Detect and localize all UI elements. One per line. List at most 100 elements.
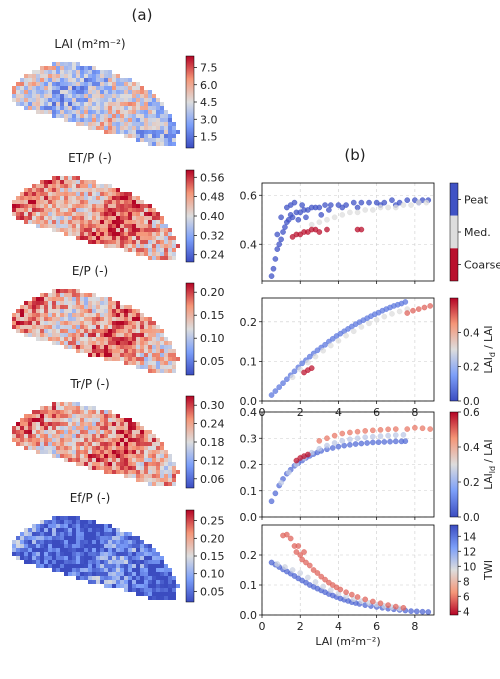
- map-cell: [120, 422, 124, 426]
- map-cell: [52, 341, 56, 345]
- map-cell: [92, 520, 96, 524]
- map-cell: [140, 333, 144, 337]
- colorbar-tick-label: 0.40: [200, 210, 225, 223]
- map-cell: [32, 560, 36, 564]
- map-cell: [32, 422, 36, 426]
- map-cell: [92, 564, 96, 568]
- map-cell: [88, 345, 92, 349]
- map-cell: [112, 313, 116, 317]
- map-cell: [68, 114, 72, 118]
- map-cell: [100, 576, 104, 580]
- map-cell: [44, 180, 48, 184]
- map-cell: [112, 98, 116, 102]
- map-cell: [68, 540, 72, 544]
- map-cell: [116, 98, 120, 102]
- map-cell: [92, 422, 96, 426]
- map-cell: [20, 325, 24, 329]
- map-cell: [128, 341, 132, 345]
- map-cell: [156, 130, 160, 134]
- map-cell: [84, 94, 88, 98]
- data-point: [366, 199, 372, 206]
- map-cell: [32, 200, 36, 204]
- map-cell: [44, 406, 48, 410]
- map-cell: [156, 142, 160, 146]
- map-cell: [72, 544, 76, 548]
- map-cell: [36, 337, 40, 341]
- map-cell: [24, 313, 28, 317]
- map-cell: [100, 556, 104, 560]
- map-cell: [128, 232, 132, 236]
- data-point: [362, 207, 369, 213]
- map-cell: [144, 478, 148, 482]
- map-cell: [136, 114, 140, 118]
- map-cell: [140, 102, 144, 106]
- map-cell: [172, 470, 176, 474]
- map-cell: [28, 548, 32, 552]
- map-cell: [40, 216, 44, 220]
- map-cell: [64, 232, 68, 236]
- map-cell: [56, 216, 60, 220]
- map-cell: [60, 62, 64, 66]
- map-cell: [112, 556, 116, 560]
- map-cell: [68, 301, 72, 305]
- colorbar-tick-label: 0.05: [200, 355, 225, 368]
- map-cell: [32, 313, 36, 317]
- map-cell: [12, 200, 16, 204]
- map-cell: [72, 216, 76, 220]
- map-cell: [168, 584, 172, 588]
- map-cell: [40, 540, 44, 544]
- map-cell: [40, 212, 44, 216]
- map-cell: [20, 438, 24, 442]
- map-cell: [172, 240, 176, 244]
- map-cell: [24, 74, 28, 78]
- data-point: [339, 212, 346, 218]
- map-cell: [144, 353, 148, 357]
- map-cell: [136, 446, 140, 450]
- map-cell: [124, 204, 128, 208]
- map-cell: [144, 560, 148, 564]
- map-cell: [104, 224, 108, 228]
- map-cell: [72, 293, 76, 297]
- map-cell: [72, 224, 76, 228]
- data-point: [331, 440, 338, 446]
- data-point: [337, 586, 344, 593]
- map-cell: [76, 572, 80, 576]
- map-cell: [76, 184, 80, 188]
- map-cell: [36, 410, 40, 414]
- map-cell: [152, 556, 156, 560]
- map-cell: [96, 212, 100, 216]
- map-cell: [56, 544, 60, 548]
- map-cell: [156, 470, 160, 474]
- map-cell: [48, 446, 52, 450]
- map-cell: [92, 66, 96, 70]
- map-cell: [28, 86, 32, 90]
- map-cell: [104, 244, 108, 248]
- map-cell: [56, 418, 60, 422]
- map-cell: [76, 86, 80, 90]
- map-cell: [108, 102, 112, 106]
- map-cell: [160, 216, 164, 220]
- map-cell: [88, 126, 92, 130]
- map-cell: [156, 357, 160, 361]
- map-cell: [104, 337, 108, 341]
- map-cell: [80, 309, 84, 313]
- map-cell: [80, 78, 84, 82]
- map-cell: [160, 232, 164, 236]
- map-cell: [68, 184, 72, 188]
- map-cell: [52, 536, 56, 540]
- map-cell: [44, 410, 48, 414]
- map-cell: [44, 536, 48, 540]
- map-cell: [84, 301, 88, 305]
- map-cell: [144, 232, 148, 236]
- map-cell: [152, 580, 156, 584]
- map-cell: [136, 430, 140, 434]
- map-cell: [124, 126, 128, 130]
- map-cell: [44, 94, 48, 98]
- map-cell: [48, 434, 52, 438]
- map-cell: [96, 232, 100, 236]
- map-cell: [16, 90, 20, 94]
- map-cell: [84, 349, 88, 353]
- map-cell: [124, 337, 128, 341]
- map-cell: [84, 552, 88, 556]
- map-cell: [76, 434, 80, 438]
